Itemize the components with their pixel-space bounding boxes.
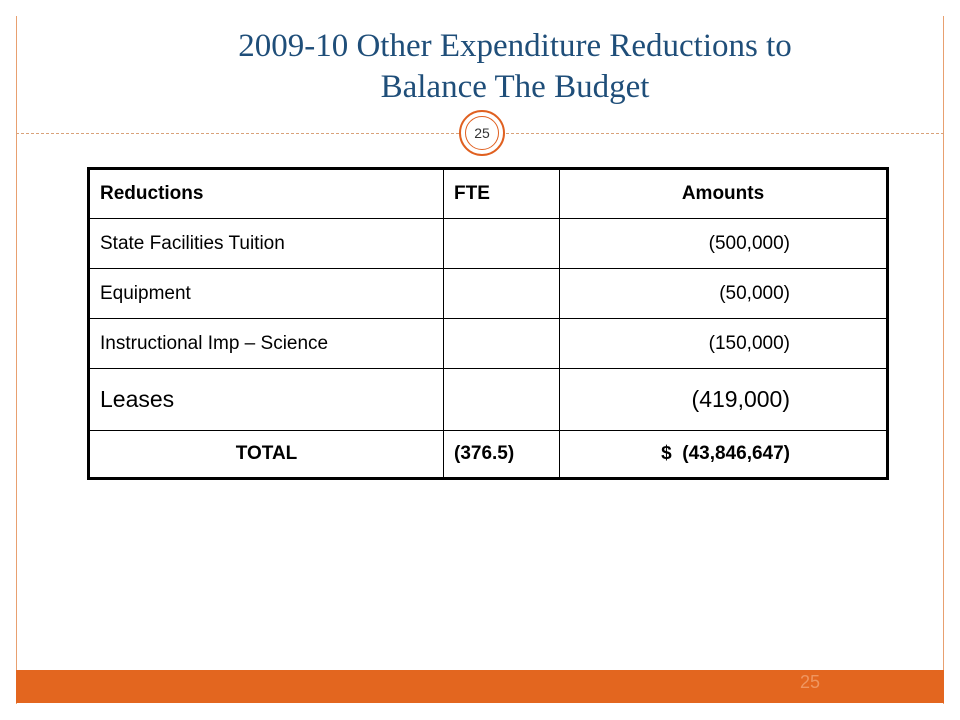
cell-reduction: Instructional Imp – Science	[88, 318, 444, 369]
cell-amount: (50,000)	[559, 268, 888, 319]
header-amounts: Amounts	[559, 168, 888, 219]
total-amount: $ (43,846,647)	[559, 430, 888, 479]
table-row: State Facilities Tuition (500,000)	[88, 218, 888, 269]
header-reductions: Reductions	[88, 168, 444, 219]
cell-reduction: State Facilities Tuition	[88, 218, 444, 269]
title-line-2: Balance The Budget	[380, 69, 650, 105]
cell-fte	[443, 318, 560, 369]
cell-reduction: Leases	[88, 368, 444, 431]
table-row: Equipment (50,000)	[88, 268, 888, 319]
table-total-row: TOTAL (376.5) $ (43,846,647)	[88, 430, 888, 479]
total-label: TOTAL	[88, 430, 444, 479]
page-number-badge: 25	[459, 110, 505, 156]
table-header-row: Reductions FTE Amounts	[88, 168, 888, 219]
page-number-text: 25	[465, 116, 499, 150]
title-line-1: 2009-10 Other Expenditure Reductions to	[238, 28, 792, 64]
total-fte: (376.5)	[443, 430, 560, 479]
table-row: Instructional Imp – Science (150,000)	[88, 318, 888, 369]
table-row: Leases (419,000)	[88, 368, 888, 431]
cell-amount: (419,000)	[559, 368, 888, 431]
reductions-table: Reductions FTE Amounts State Facilities …	[87, 167, 889, 480]
cell-amount: (150,000)	[559, 318, 888, 369]
cell-amount: (500,000)	[559, 218, 888, 269]
footer-page-number: 25	[800, 672, 821, 692]
slide-title: 2009-10 Other Expenditure Reductions to …	[0, 26, 960, 108]
header-fte: FTE	[443, 168, 560, 219]
cell-fte	[443, 218, 560, 269]
cell-fte	[443, 268, 560, 319]
footer-bar	[16, 670, 944, 703]
cell-reduction: Equipment	[88, 268, 444, 319]
cell-fte	[443, 368, 560, 431]
slide-frame	[16, 16, 944, 704]
